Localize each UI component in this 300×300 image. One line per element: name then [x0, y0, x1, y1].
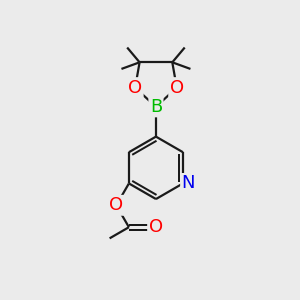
Text: O: O [170, 79, 184, 97]
Text: N: N [182, 174, 195, 192]
Text: O: O [148, 218, 163, 236]
Text: O: O [109, 196, 123, 214]
Text: B: B [150, 98, 162, 116]
Text: O: O [128, 79, 142, 97]
